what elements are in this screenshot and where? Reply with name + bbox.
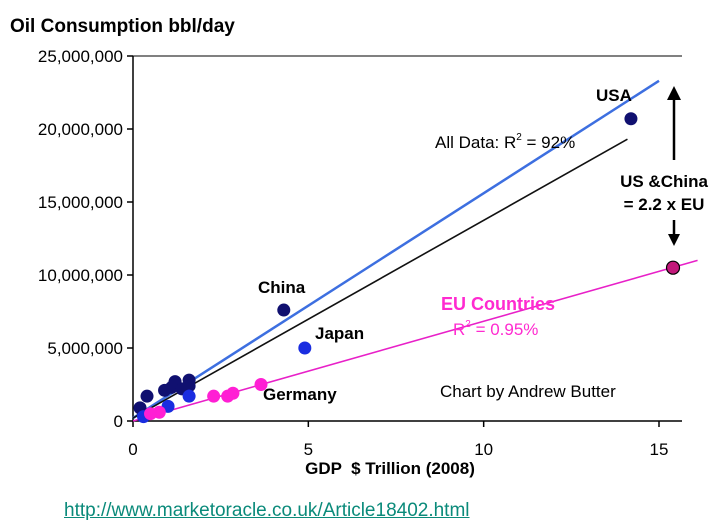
us-china-annotation: US &China = 2.2 x EU: [620, 86, 708, 246]
y-tick-label: 0: [114, 412, 123, 431]
data-points: [133, 112, 681, 424]
point-eu: [221, 389, 235, 403]
all-data-r2-main: All Data: R: [435, 133, 516, 152]
label-china: China: [258, 278, 306, 297]
eu-r2-main: R: [453, 320, 465, 339]
chart-credit: Chart by Andrew Butter: [440, 382, 616, 401]
label-germany: Germany: [263, 385, 337, 404]
y-tick-label: 5,000,000: [47, 339, 123, 358]
chart-title: Oil Consumption bbl/day: [10, 16, 235, 37]
x-tick-label: 0: [128, 440, 137, 459]
eu-r2-sup: 2: [465, 319, 471, 330]
us-china-line1: US &China: [620, 172, 708, 191]
point-blue: [298, 341, 312, 355]
eu-r2: R2 = 0.95%: [453, 319, 538, 339]
fit-lines: [132, 79, 698, 422]
all-data-r2: All Data: R2 = 92%: [435, 132, 575, 152]
axes: [132, 55, 682, 422]
y-tick-label: 10,000,000: [38, 266, 123, 285]
point-eu: [144, 407, 158, 421]
point-blue: [182, 389, 196, 403]
y-ticks: 0 5,000,000 10,000,000 15,000,000 20,000,000…: [38, 47, 133, 431]
all-data-r2-sup: 2: [516, 132, 522, 143]
arrow-up-head: [667, 86, 681, 100]
x-axis-label: GDP $ Trillion (2008): [305, 459, 475, 478]
point-dark: [140, 389, 154, 403]
point-dark: [182, 379, 196, 393]
chart-svg: Oil Consumption bbl/day 0 5,000,000 10,000…: [10, 16, 708, 478]
y-tick-label: 15,000,000: [38, 193, 123, 212]
point-eu: [254, 378, 268, 391]
x-tick-label: 5: [304, 440, 313, 459]
x-tick-label: 10: [474, 440, 493, 459]
x-tick-label: 15: [650, 440, 669, 459]
point-eu: [207, 389, 221, 403]
fit-line-blue: [132, 79, 660, 420]
fit-line-all-data: [132, 138, 628, 419]
eu-r2-tail: = 0.95%: [471, 320, 539, 339]
source-link[interactable]: http://www.marketoracle.co.uk/Article184…: [64, 500, 470, 521]
point-dark: [624, 112, 638, 126]
us-china-line2: = 2.2 x EU: [624, 195, 705, 214]
x-ticks: 0 5 10 15: [128, 421, 668, 459]
label-usa: USA: [596, 86, 632, 105]
eu-countries-label: EU Countries: [441, 294, 555, 314]
point-eu-total: [665, 260, 681, 275]
arrow-down-head: [668, 234, 680, 246]
all-data-r2-tail: = 92%: [522, 133, 575, 152]
y-tick-label: 20,000,000: [38, 120, 123, 139]
point-dark: [277, 303, 291, 317]
y-tick-label: 25,000,000: [38, 47, 123, 66]
label-japan: Japan: [315, 324, 364, 343]
